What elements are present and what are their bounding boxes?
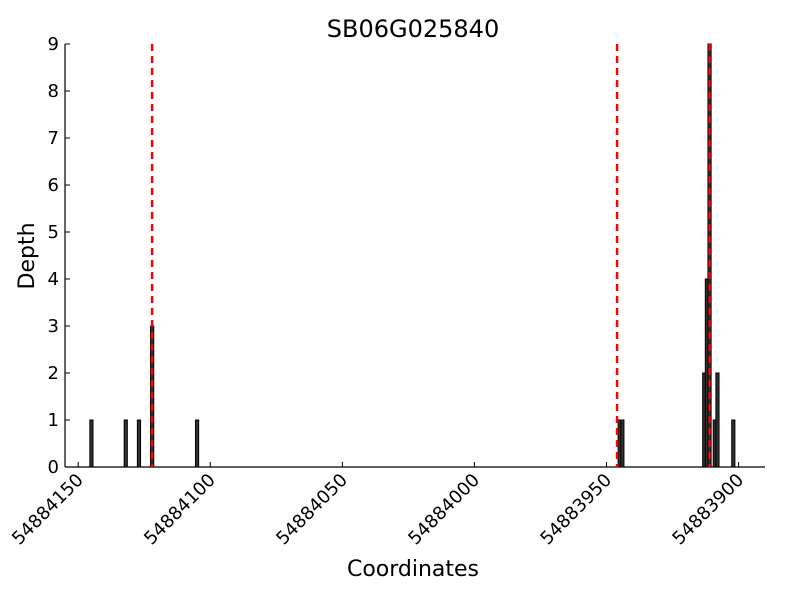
y-tick-label: 5 bbox=[48, 222, 59, 243]
y-tick-label: 8 bbox=[48, 81, 59, 102]
y-axis-label: Depth bbox=[15, 222, 40, 289]
bar bbox=[136, 419, 142, 468]
x-tick-label: 54884000 bbox=[404, 470, 484, 550]
x-tick-label: 54884050 bbox=[272, 470, 352, 550]
y-tick-label: 0 bbox=[48, 457, 59, 478]
x-tick-label: 54883950 bbox=[536, 470, 616, 550]
y-tick-label: 9 bbox=[48, 34, 59, 55]
y-tick-label: 2 bbox=[48, 363, 59, 384]
x-tick-label: 54883900 bbox=[668, 470, 748, 550]
y-tick-label: 3 bbox=[48, 316, 59, 337]
bar bbox=[123, 419, 128, 468]
y-tick-label: 1 bbox=[48, 410, 59, 431]
x-axis-label: Coordinates bbox=[347, 557, 479, 582]
bar bbox=[89, 419, 94, 468]
y-tick-label: 6 bbox=[48, 175, 59, 196]
bar bbox=[194, 419, 200, 468]
chart-title: SB06G025840 bbox=[327, 15, 499, 43]
y-tick-label: 4 bbox=[48, 269, 59, 290]
x-tick-label: 54884150 bbox=[8, 470, 88, 550]
bar bbox=[715, 372, 720, 468]
x-tick-label: 54884100 bbox=[140, 470, 220, 550]
y-tick-label: 7 bbox=[48, 128, 59, 149]
bar bbox=[620, 419, 625, 468]
bar bbox=[731, 419, 736, 468]
